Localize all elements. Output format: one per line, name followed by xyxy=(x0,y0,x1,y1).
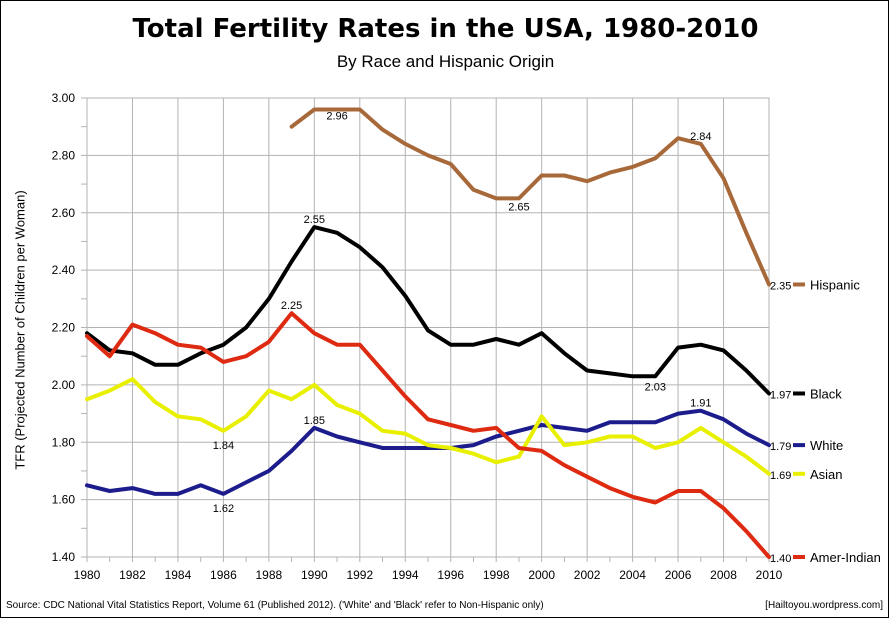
data-label: 1.84 xyxy=(213,440,234,452)
series-line-amer-indian xyxy=(85,311,771,559)
x-tick-label: 1992 xyxy=(346,568,373,582)
legend-label-black: Black xyxy=(810,386,842,401)
x-tick-label: 1986 xyxy=(210,568,237,582)
y-tick-label: 2.40 xyxy=(52,263,76,277)
data-label: 2.25 xyxy=(281,300,302,312)
data-label: 2.35 xyxy=(770,280,791,292)
legend-label-hispanic: Hispanic xyxy=(810,277,860,292)
x-tick-label: 1990 xyxy=(301,568,328,582)
legend-label-amer-indian: Amer-Indian xyxy=(810,550,881,565)
y-tick-label: 1.80 xyxy=(52,435,76,449)
chart-title: Total Fertility Rates in the USA, 1980-2… xyxy=(132,14,759,44)
y-tick-label: 2.00 xyxy=(52,378,76,392)
x-tick-label: 1994 xyxy=(392,568,419,582)
x-tick-label: 1998 xyxy=(483,568,510,582)
series-line-black xyxy=(85,225,771,396)
series-line-hispanic xyxy=(289,107,771,287)
legend-label-asian: Asian xyxy=(810,467,843,482)
x-tick-label: 2000 xyxy=(528,568,555,582)
x-tick-label: 2010 xyxy=(756,568,783,582)
x-tick-label: 1980 xyxy=(74,568,101,582)
y-tick-label: 2.80 xyxy=(52,148,76,162)
x-tick-label: 2004 xyxy=(619,568,646,582)
y-tick-label: 1.60 xyxy=(52,493,76,507)
data-label: 2.03 xyxy=(645,381,666,393)
data-label: 2.55 xyxy=(304,214,325,226)
data-label: 2.84 xyxy=(690,131,711,143)
y-tick-label: 3.00 xyxy=(52,91,76,105)
data-label: 1.62 xyxy=(213,503,234,515)
x-tick-label: 2008 xyxy=(710,568,737,582)
source-note: Source: CDC National Vital Statistics Re… xyxy=(6,600,544,611)
x-tick-label: 1996 xyxy=(437,568,464,582)
data-label: 1.91 xyxy=(690,398,711,410)
data-label: 2.96 xyxy=(326,110,347,122)
data-label: 1.97 xyxy=(770,389,791,401)
y-axis-label: TFR (Projected Number of Children per Wo… xyxy=(12,190,28,470)
chart-subtitle: By Race and Hispanic Origin xyxy=(336,52,555,71)
y-tick-label: 1.40 xyxy=(52,550,76,564)
data-label: 1.40 xyxy=(770,553,791,565)
x-tick-label: 1982 xyxy=(119,568,146,582)
series-line-asian xyxy=(85,377,771,476)
data-label: 1.79 xyxy=(770,441,791,453)
legend-label-white: White xyxy=(810,438,843,453)
y-tick-label: 2.20 xyxy=(52,321,76,335)
data-label: 1.85 xyxy=(304,415,325,427)
x-tick-label: 2006 xyxy=(665,568,692,582)
x-tick-label: 1984 xyxy=(165,568,192,582)
x-tick-label: 2002 xyxy=(574,568,601,582)
data-label: 2.65 xyxy=(508,201,529,213)
credit-note: [Hailtoyou.wordpress.com] xyxy=(765,600,883,611)
x-tick-label: 1988 xyxy=(256,568,283,582)
series-line-white xyxy=(85,408,771,496)
y-tick-label: 2.60 xyxy=(52,206,76,220)
data-label: 1.69 xyxy=(770,470,791,482)
